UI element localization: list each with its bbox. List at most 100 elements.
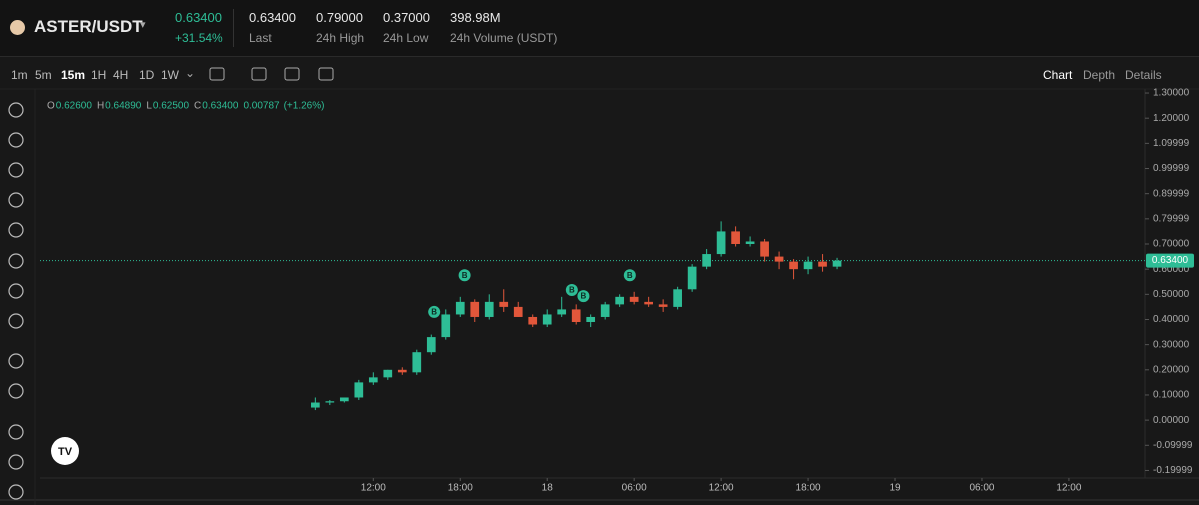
x-tick-label: 12:00 [361,483,386,494]
candle-body [513,306,523,317]
stat-value: 0.63400 [249,10,296,25]
legend-value: 0.62600 [56,101,93,112]
legend-change: 0.00787 [243,101,280,112]
candle-body [368,377,378,383]
legend-change-pct: (+1.26%) [284,101,325,112]
buy-marker-label: B [431,308,437,317]
interval[interactable]: 4H [113,68,129,82]
y-tick-label: 0.50000 [1153,289,1190,300]
stat-value: 398.98M [450,10,501,25]
price-tag-label: 0.63400 [1152,255,1189,266]
tab[interactable]: Depth [1083,68,1116,82]
tool-icon[interactable] [209,67,225,81]
y-tick-label: 0.79999 [1153,213,1190,224]
interval[interactable]: 5m [35,68,52,82]
candle-body [615,296,625,305]
candle-body [760,241,769,257]
candle-body [354,382,364,398]
tab[interactable]: Chart [1043,68,1073,82]
candle-body [484,301,494,317]
buy-marker-label: B [569,286,575,295]
drawing-tool[interactable] [8,283,24,299]
stat-label: 24h High [316,31,365,45]
coin-icon [10,20,25,35]
candle-body [716,231,726,255]
drawing-tool[interactable] [8,313,24,329]
legend-value: 0.62500 [153,101,190,112]
y-tick-label: 0.40000 [1153,314,1190,325]
y-tick-label: 0.89999 [1153,188,1190,199]
interval[interactable]: 1m [11,68,28,82]
legend-key: C [194,101,201,112]
y-tick-label: 1.30000 [1153,88,1190,99]
pair[interactable]: ASTER/USDT [34,17,143,36]
drawing-tool[interactable] [8,162,24,178]
candle-body [702,254,711,267]
drawing-tool[interactable] [8,454,24,470]
candle-body [644,301,654,305]
buy-marker[interactable] [458,269,471,282]
y-tick-label: 0.00000 [1153,415,1190,426]
candle-body [600,304,610,317]
buy-marker-label: B [462,271,468,280]
candle-body [383,369,393,378]
tab[interactable]: Details [1125,68,1162,82]
buy-marker[interactable] [577,290,590,303]
y-tick-label: 0.99999 [1153,163,1190,174]
header: ASTER/USDT ▾ 0.63400 +31.54% 0.63400 Last… [0,0,1199,57]
interval[interactable]: 1W [161,68,179,82]
legend-key: O [47,101,55,112]
interval-menu[interactable]: ⌄ [185,66,196,80]
x-tick-label: 12:00 [709,483,734,494]
interval[interactable]: 15m [61,68,86,82]
x-tick-label: 18:00 [448,483,473,494]
interval[interactable]: 1H [91,68,107,82]
buy-marker[interactable] [565,284,578,297]
drawing-tool[interactable] [8,132,24,148]
buy-marker-label: B [627,271,633,280]
candle-body [325,401,335,403]
candle-body [397,369,407,373]
y-tick-label: 0.10000 [1153,390,1190,401]
tool-icon[interactable] [251,67,267,81]
buy-marker[interactable] [623,269,636,282]
candle-body [687,266,697,290]
drawing-tool[interactable] [8,222,24,238]
change: +31.54% [175,31,223,45]
buy-marker[interactable] [428,305,441,318]
y-tick-label: 0.60000 [1153,264,1190,275]
candle-body [832,260,842,267]
dropdown-arrow[interactable]: ▾ [140,19,146,31]
tool-icon[interactable] [284,67,300,81]
legend-value: 0.63400 [202,101,239,112]
candle-body [426,337,436,353]
drawing-tool[interactable] [8,253,24,269]
tv-logo-text: TV [58,446,73,458]
drawing-tool[interactable] [8,424,24,440]
drawing-tool[interactable] [8,102,24,118]
tool-icon[interactable] [318,67,334,81]
stat-label: Last [249,31,272,45]
candle-body [499,301,509,307]
stat-label: 24h Low [383,31,429,45]
drawing-tool[interactable] [8,192,24,208]
legend-key: L [146,101,152,112]
drawing-tool[interactable] [8,383,24,399]
candle-body [658,304,668,307]
drawing-tool[interactable] [8,353,24,369]
candle-body [557,309,567,315]
legend-key: H [97,101,104,112]
buy-marker-label: B [581,292,587,301]
candle-body [339,397,349,402]
stat-label: 24h Volume (USDT) [450,31,558,45]
y-tick-label: -0.19999 [1153,465,1193,476]
candle-body [818,261,827,267]
x-tick-label: 06:00 [622,483,647,494]
candle-body [310,402,320,408]
drawing-tool[interactable] [8,484,24,500]
candle-body [731,231,740,244]
x-tick-label: 18:00 [796,483,821,494]
interval[interactable]: 1D [139,68,155,82]
candle-body [542,314,552,325]
